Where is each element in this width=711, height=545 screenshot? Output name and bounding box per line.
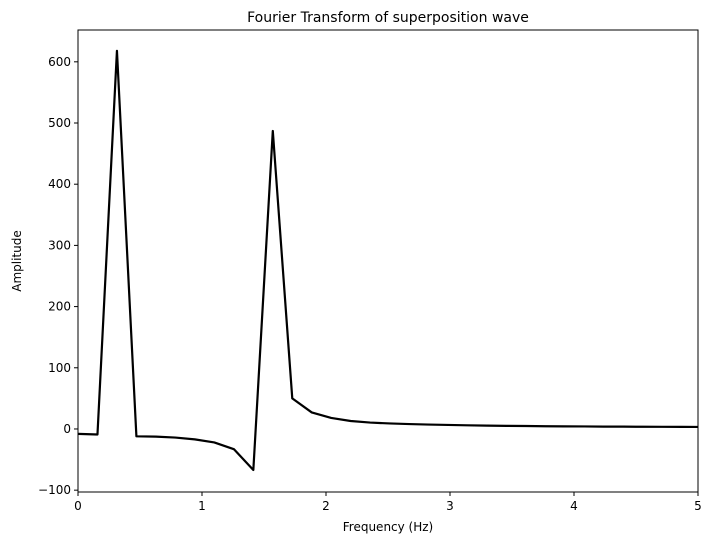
x-tick-label: 5 (694, 499, 702, 513)
y-axis-label: Amplitude (10, 230, 24, 292)
x-tick-label: 3 (446, 499, 454, 513)
y-tick-label: 400 (48, 177, 71, 191)
y-tick-label: 200 (48, 300, 71, 314)
y-tick-label: 500 (48, 116, 71, 130)
series-line-0 (78, 49, 698, 472)
plot-frame (77, 29, 699, 493)
x-tick-label: 2 (322, 499, 330, 513)
y-tick-label: 100 (48, 361, 71, 375)
x-tick-label: 1 (198, 499, 206, 513)
x-tick-label: 0 (74, 499, 82, 513)
y-tick-label: 300 (48, 238, 71, 252)
x-axis-label: Frequency (Hz) (343, 520, 434, 534)
y-tick-label: −100 (38, 483, 71, 497)
y-tick-label: 0 (63, 422, 71, 436)
plot-area (77, 29, 699, 493)
y-tick-label: 600 (48, 55, 71, 69)
y-axis-ticks: −100 0 100 200 300 400 500 600 (38, 55, 78, 497)
x-tick-label: 4 (570, 499, 578, 513)
x-axis-ticks: 0 1 2 3 4 5 (74, 492, 702, 513)
chart-title: Fourier Transform of superposition wave (247, 10, 529, 26)
